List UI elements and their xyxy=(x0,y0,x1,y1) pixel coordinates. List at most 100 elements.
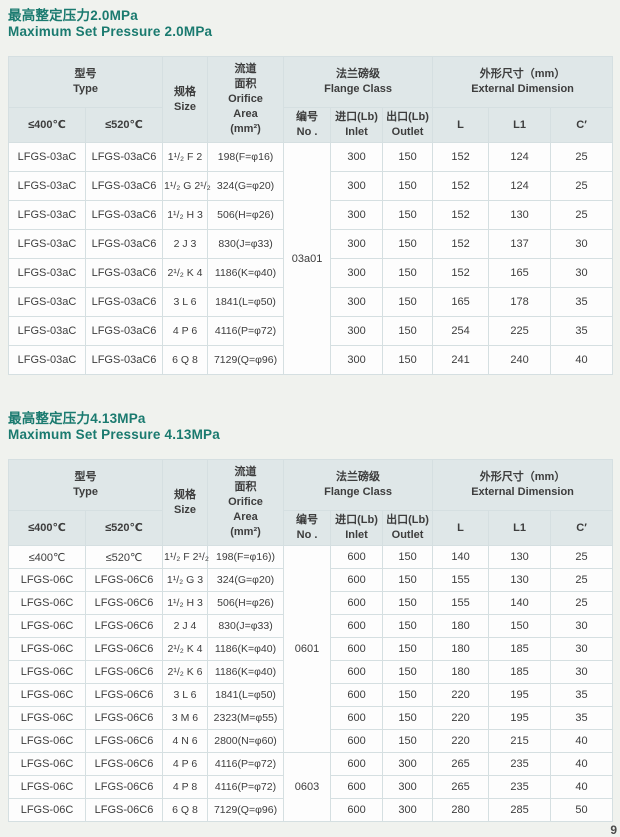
type-400-cell: LFGS-06C xyxy=(8,660,86,684)
area-cell: 830(J=φ33) xyxy=(207,614,285,638)
outlet-cell: 150 xyxy=(382,200,434,230)
inlet-cell: 600 xyxy=(330,637,384,661)
table-row: LFGS-03aC LFGS-03aC6 4 P 6 4116(P=φ72) 300 15… xyxy=(8,316,614,346)
table-row: LFGS-06C LFGS-06C6 3 L 6 1841(L=φ50) 600 150 2… xyxy=(8,683,614,707)
type-520-cell: LFGS-03aC6 xyxy=(84,171,164,201)
inlet-cell: 300 xyxy=(330,200,384,230)
size-cell: 2¹/₂ K 4 xyxy=(162,637,209,661)
dim-l1-cell: 235 xyxy=(488,752,552,776)
section-title-en: Maximum Set Pressure 2.0MPa xyxy=(8,24,213,39)
dim-l-cell: 180 xyxy=(432,637,490,661)
dim-l-cell: 220 xyxy=(432,683,490,707)
size-cell: 4 P 6 xyxy=(162,752,209,776)
temp-520-header: ≤520℃ xyxy=(84,107,164,143)
dim-l-header: L xyxy=(432,510,490,546)
dim-l1-cell: 130 xyxy=(488,545,552,569)
area-cell: 198(F=φ16) xyxy=(207,142,285,172)
inlet-cell: 600 xyxy=(330,568,384,592)
dim-l-cell: 265 xyxy=(432,775,490,799)
outlet-cell: 150 xyxy=(382,316,434,346)
dim-l-cell: 165 xyxy=(432,287,490,317)
dim-l1-cell: 285 xyxy=(488,798,552,822)
table-row: LFGS-06C LFGS-06C6 2¹/₂ K 4 1186(K=φ40) 600 1… xyxy=(8,637,614,661)
page-number-partial: 9 xyxy=(610,823,617,837)
size-cell: 3 M 6 xyxy=(162,706,209,730)
dim-l-cell: 265 xyxy=(432,752,490,776)
no-cell: 03a01 xyxy=(283,142,332,375)
area-cell: 1186(K=φ40) xyxy=(207,660,285,684)
orifice-area-header: 流道 面积 Orifice Area (mm²) xyxy=(207,459,285,546)
inlet-cell: 300 xyxy=(330,229,384,259)
area-cell: 198(F=φ16)) xyxy=(207,545,285,569)
inlet-cell: 600 xyxy=(330,683,384,707)
outlet-cell: 300 xyxy=(382,752,434,776)
dim-l1-cell: 195 xyxy=(488,683,552,707)
temp-400-header: ≤400℃ xyxy=(8,510,86,546)
type-400-cell: LFGS-03aC xyxy=(8,258,86,288)
dim-l-cell: 280 xyxy=(432,798,490,822)
outlet-cell: 150 xyxy=(382,683,434,707)
header-row-1: 型号 Type 规格 Size 流道 面积 Orifice Area (mm²)… xyxy=(7,459,614,546)
no-cell: 0601 xyxy=(283,545,332,753)
type-400-cell: LFGS-06C xyxy=(8,798,86,822)
flange-class-header: 法兰磅级 Flange Class xyxy=(283,56,434,108)
size-cell: 2 J 3 xyxy=(162,229,209,259)
table-row: LFGS-06C LFGS-06C6 4 N 6 2800(N=φ60) 600 150 2… xyxy=(8,729,614,753)
dim-c-cell: 40 xyxy=(550,345,614,375)
dim-l1-cell: 137 xyxy=(488,229,552,259)
dim-c-cell: 25 xyxy=(550,171,614,201)
table-row: LFGS-03aC LFGS-03aC6 1¹/₂ G 2¹/₂ 324(G=φ20)… xyxy=(8,171,614,201)
dim-c-cell: 25 xyxy=(550,142,614,172)
outlet-cell: 150 xyxy=(382,568,434,592)
dim-c-cell: 30 xyxy=(550,660,614,684)
dim-l1-header: L1 xyxy=(488,510,552,546)
area-cell: 2323(M=φ55) xyxy=(207,706,285,730)
size-cell: 6 Q 8 xyxy=(162,345,209,375)
table-row: ≤400℃ ≤520℃ 1¹/₂ F 2¹/₂ 198(F=φ16)) 0601 600 1… xyxy=(8,545,614,753)
area-cell: 1841(L=φ50) xyxy=(207,683,285,707)
area-cell: 1186(K=φ40) xyxy=(207,258,285,288)
dim-c-header: C′ xyxy=(550,510,614,546)
dim-l1-cell: 185 xyxy=(488,660,552,684)
table-row: LFGS-06C LFGS-06C6 3 M 6 2323(M=φ55) 600 150 2… xyxy=(8,706,614,730)
dim-l1-cell: 185 xyxy=(488,637,552,661)
flange-class-header: 法兰磅级 Flange Class xyxy=(283,459,434,511)
table-row: LFGS-06C LFGS-06C6 2¹/₂ K 6 1186(K=φ40) 600 1… xyxy=(8,660,614,684)
dim-l-cell: 155 xyxy=(432,591,490,615)
type-400-cell: LFGS-03aC xyxy=(8,287,86,317)
dim-l1-cell: 225 xyxy=(488,316,552,346)
inlet-cell: 300 xyxy=(330,171,384,201)
type-400-cell: LFGS-06C xyxy=(8,706,86,730)
type-520-cell: LFGS-06C6 xyxy=(84,591,164,615)
header-row-2: ≤400℃ ≤520℃ 编号 No . 进口(Lb) Inlet 出口(Lb) … xyxy=(8,510,614,546)
area-cell: 506(H=φ26) xyxy=(207,200,285,230)
type-400-cell: LFGS-06C xyxy=(8,729,86,753)
pressure-section-4mpa: 最高整定压力4.13MPa Maximum Set Pressure 4.13M… xyxy=(7,411,614,822)
dim-l-cell: 220 xyxy=(432,706,490,730)
outlet-cell: 150 xyxy=(382,287,434,317)
external-dimension-header: 外形尺寸（mm） External Dimension xyxy=(432,56,614,108)
table-row: LFGS-06C LFGS-06C6 4 P 6 4116(P=φ72) 0603 600… xyxy=(8,752,614,822)
dim-l-cell: 155 xyxy=(432,568,490,592)
type-520-cell: LFGS-06C6 xyxy=(84,752,164,776)
inlet-cell: 300 xyxy=(330,258,384,288)
dim-c-cell: 35 xyxy=(550,683,614,707)
dim-l1-cell: 240 xyxy=(488,345,552,375)
size-cell: 3 L 6 xyxy=(162,287,209,317)
dim-l-cell: 152 xyxy=(432,142,490,172)
dim-c-cell: 30 xyxy=(550,614,614,638)
table-row: LFGS-06C LFGS-06C6 2 J 4 830(J=φ33) 600 150 18… xyxy=(8,614,614,638)
size-header: 规格 Size xyxy=(162,56,209,143)
inlet-cell: 600 xyxy=(330,660,384,684)
size-cell: 1¹/₂ F 2¹/₂ xyxy=(162,545,209,569)
dim-c-cell: 25 xyxy=(550,568,614,592)
inlet-cell: 600 xyxy=(330,729,384,753)
type-400-cell: LFGS-03aC xyxy=(8,229,86,259)
dim-l-cell: 180 xyxy=(432,614,490,638)
outlet-cell: 150 xyxy=(382,545,434,569)
dim-l1-header: L1 xyxy=(488,107,552,143)
type-400-cell: LFGS-06C xyxy=(8,614,86,638)
outlet-cell: 150 xyxy=(382,229,434,259)
dim-c-cell: 30 xyxy=(550,258,614,288)
